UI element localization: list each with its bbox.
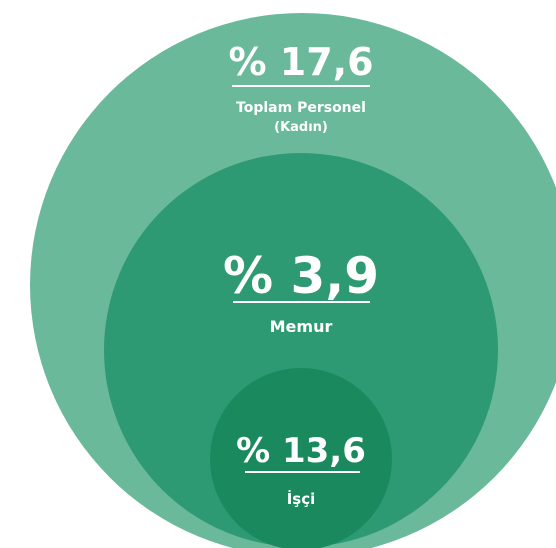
label: İşçi <box>287 489 316 508</box>
label: (Kadın) <box>274 120 328 135</box>
inner-circle <box>210 368 392 548</box>
label: Toplam Personel <box>236 100 366 116</box>
value: % 3,9 <box>223 247 379 305</box>
value: % 17,6 <box>228 40 373 84</box>
label: Memur <box>270 317 333 336</box>
value: % 13,6 <box>236 431 366 471</box>
middle-circle <box>104 153 498 547</box>
